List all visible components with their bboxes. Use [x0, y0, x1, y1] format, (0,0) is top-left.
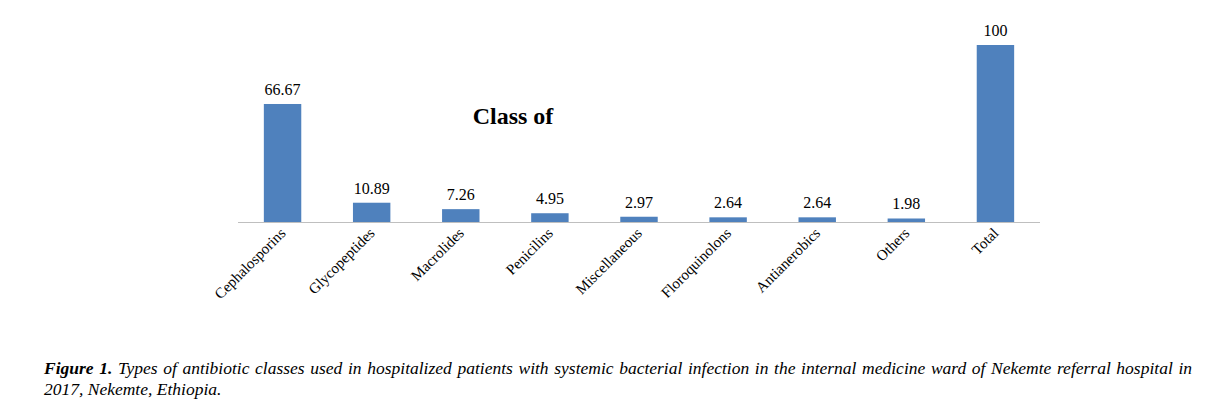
- data-label: 2.97: [625, 194, 653, 211]
- bar: [353, 203, 390, 222]
- category-label: Cephalosporins: [211, 225, 288, 302]
- bar: [977, 45, 1014, 222]
- bar: [531, 213, 568, 222]
- data-label: 10.89: [354, 180, 390, 197]
- data-label: 1.98: [892, 195, 920, 212]
- data-label: 4.95: [536, 190, 564, 207]
- bar: [888, 218, 925, 222]
- bars: [264, 45, 1014, 222]
- data-label: 2.64: [803, 194, 831, 211]
- bar: [264, 104, 301, 222]
- category-label: Macrolides: [408, 225, 467, 284]
- data-label: 7.26: [447, 186, 475, 203]
- data-label: 2.64: [714, 194, 742, 211]
- category-label: Antianerobics: [753, 225, 824, 296]
- x-axis: [238, 222, 1040, 223]
- bar: [442, 209, 479, 222]
- caption: Figure 1. Types of antibiotic classes us…: [44, 358, 1192, 400]
- bar: [620, 217, 657, 222]
- category-label: Total: [969, 225, 1002, 258]
- category-label: Glycopeptides: [305, 225, 378, 298]
- category-label: Miscellaneous: [573, 225, 646, 298]
- data-label: 66.67: [265, 81, 301, 98]
- bar: [799, 217, 836, 222]
- caption-text: Types of antibiotic classes used in hosp…: [44, 358, 1192, 399]
- category-label: Others: [873, 225, 913, 265]
- bar: [709, 217, 746, 222]
- data-label: 100: [983, 22, 1007, 39]
- category-label: Floroquinolons: [658, 225, 734, 301]
- title: Class of: [473, 103, 555, 129]
- chart: 66.67 10.89 7.26 4.95 2.97 2.64 2.64 1.98 100 Cep…: [0, 0, 1224, 408]
- caption-label: Figure 1.: [44, 358, 112, 378]
- category-label: Penicilins: [503, 225, 556, 278]
